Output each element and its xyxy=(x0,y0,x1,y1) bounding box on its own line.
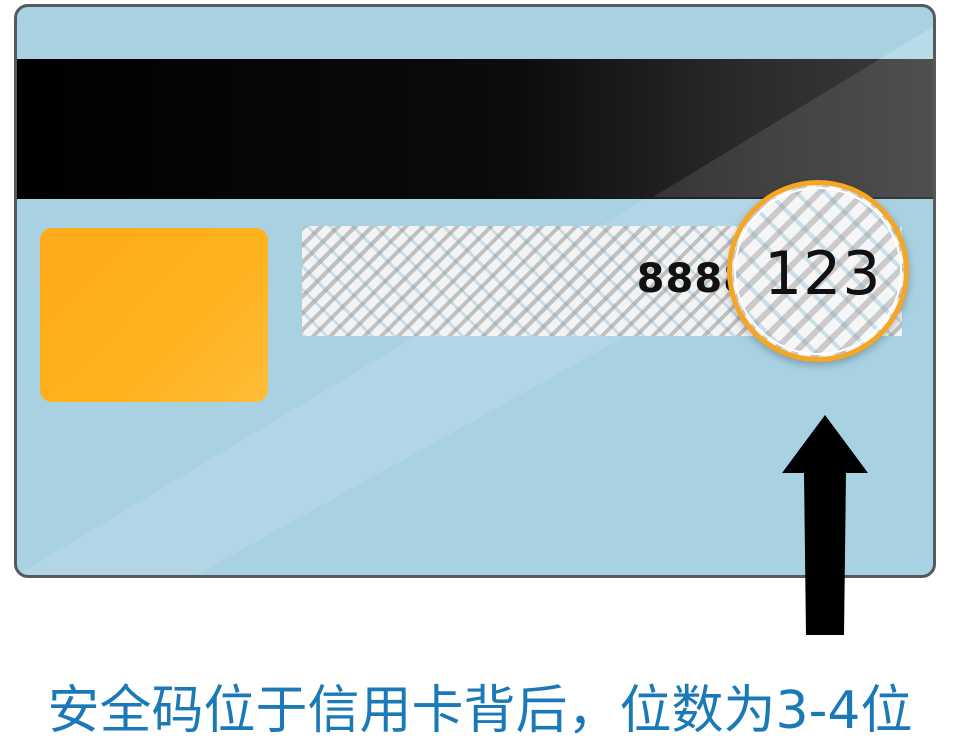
magnifier-icon: 123 xyxy=(727,180,909,362)
magnetic-stripe xyxy=(17,59,933,199)
caption-text: 安全码位于信用卡背后，位数为3-4位 xyxy=(47,681,913,740)
card-gloss-stripe-overlay xyxy=(652,26,933,197)
card-chip xyxy=(40,228,268,402)
magnifier-inner-ring xyxy=(734,187,902,355)
credit-card-back: 8888 xyxy=(14,4,936,578)
up-arrow-icon xyxy=(782,415,868,635)
security-code: 123 xyxy=(764,239,882,309)
